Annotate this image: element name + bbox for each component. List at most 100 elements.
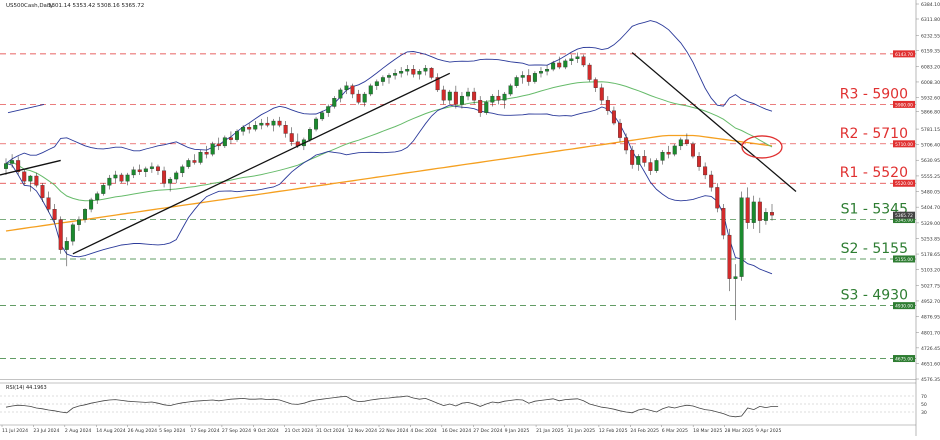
price-tick-label: 6083.20 — [921, 64, 940, 70]
candle-body — [642, 156, 647, 163]
candle-body — [4, 163, 8, 169]
candle-body — [259, 122, 264, 126]
candle-body — [113, 174, 118, 179]
candle-body — [277, 120, 282, 126]
price-tick-label: 6159.35 — [921, 49, 940, 55]
candle-body — [156, 166, 160, 171]
candle-body — [374, 81, 379, 86]
candle-body — [417, 71, 422, 75]
candle-body — [447, 91, 452, 101]
time-tick-label: 5 Sep 2024 — [159, 428, 185, 434]
candle-body — [307, 129, 312, 140]
candle-body — [332, 98, 337, 107]
candle-body — [459, 95, 464, 105]
time-tick-label: 27 Dec 2024 — [473, 428, 502, 434]
level-price-tag — [893, 140, 915, 148]
candle-body — [174, 172, 179, 180]
candle-body — [611, 110, 616, 124]
level-price-tag-text: 5710.00 — [895, 142, 913, 148]
time-tick-label: 17 Sep 2024 — [191, 428, 220, 434]
candle-body — [399, 71, 404, 74]
time-tick-label: 16 Dec 2024 — [442, 428, 471, 434]
candle-body — [283, 125, 288, 134]
candle-body — [411, 69, 416, 75]
rsi-line — [5, 395, 779, 418]
sma-50-line — [5, 81, 773, 202]
candle-body — [496, 95, 501, 101]
current-price-tag — [893, 211, 915, 219]
candle-body — [58, 219, 63, 250]
candle-body — [715, 187, 720, 209]
candle-body — [490, 95, 495, 103]
price-tick-label: 6008.30 — [921, 80, 940, 86]
time-tick-label: 28 Mar 2025 — [725, 428, 754, 434]
candle-body — [441, 89, 446, 101]
level-label: S1 - 5345 — [841, 202, 908, 218]
candle-body — [28, 175, 33, 182]
price-tick-label: 5103.20 — [921, 268, 940, 274]
rsi-tick-label: 30 — [921, 410, 927, 416]
candle-body — [338, 89, 343, 99]
candle-body — [660, 151, 665, 161]
candle-body — [34, 175, 39, 186]
candle-body — [593, 79, 598, 88]
candle-body — [137, 169, 142, 172]
time-tick-label: 26 Aug 2024 — [128, 428, 158, 434]
price-tick-label: 4876.95 — [921, 315, 940, 321]
time-tick-label: 11 Jul 2024 — [2, 428, 28, 434]
time-tick-label: 9 Oct 2024 — [253, 428, 279, 434]
candle-body — [545, 69, 550, 72]
level-price-tag-text: 6143.70 — [895, 52, 913, 58]
candle-body — [648, 162, 653, 171]
candle-body — [241, 127, 246, 132]
candle-body — [210, 143, 215, 155]
candle-body — [478, 100, 483, 113]
time-tick-label: 21 Jan 2025 — [536, 428, 564, 434]
price-tick-label: 5178.65 — [921, 252, 940, 258]
candle-body — [83, 209, 88, 220]
level-label: S2 - 5155 — [841, 241, 908, 257]
candle-body — [472, 91, 477, 101]
candle-body — [10, 160, 15, 164]
candle-body — [131, 169, 136, 176]
rsi-tick-label: 70 — [921, 394, 927, 400]
time-tick-label: 12 Nov 2024 — [348, 428, 377, 434]
time-tick-label: 12 Feb 2025 — [599, 428, 628, 434]
candle-body — [16, 160, 21, 172]
chart-ohlc-header: 5301.14 5353.42 5308.16 5365.72 — [48, 3, 144, 9]
candle-body — [770, 212, 774, 216]
candle-body — [526, 75, 531, 82]
candle-body — [532, 73, 537, 82]
price-tick-label: 4576.35 — [921, 377, 940, 383]
candle-body — [271, 120, 276, 126]
level-price-tag-text: 5345.00 — [895, 218, 913, 224]
candle-body — [180, 166, 185, 174]
candle-body — [326, 106, 331, 113]
candle-body — [630, 149, 635, 165]
bollinger-upper-line — [5, 20, 773, 164]
price-tick-label: 5630.95 — [921, 158, 940, 164]
candle-body — [204, 151, 209, 155]
candle-body — [690, 143, 695, 157]
price-tick-label: 4952.70 — [921, 299, 940, 305]
level-price-tag — [893, 179, 915, 187]
candle-body — [745, 197, 750, 223]
candle-body — [508, 85, 513, 95]
candle-body — [557, 62, 562, 68]
candle-body — [709, 174, 714, 188]
candle-body — [350, 85, 355, 95]
candle-body — [192, 160, 197, 163]
candle-body — [624, 137, 629, 151]
level-price-tag — [893, 255, 915, 263]
time-tick-label: 21 Oct 2024 — [285, 428, 313, 434]
time-tick-label: 31 Jan 2025 — [568, 428, 596, 434]
candle-body — [107, 177, 112, 186]
level-label: S3 - 4930 — [841, 288, 908, 304]
price-tick-label: 5404.70 — [921, 205, 940, 211]
candle-body — [149, 166, 154, 169]
price-tick-label: 4801.70 — [921, 330, 940, 336]
level-label: R2 - 5710 — [840, 126, 908, 142]
time-tick-label: 23 Jul 2024 — [33, 428, 59, 434]
time-tick-label: 22 Nov 2024 — [379, 428, 408, 434]
